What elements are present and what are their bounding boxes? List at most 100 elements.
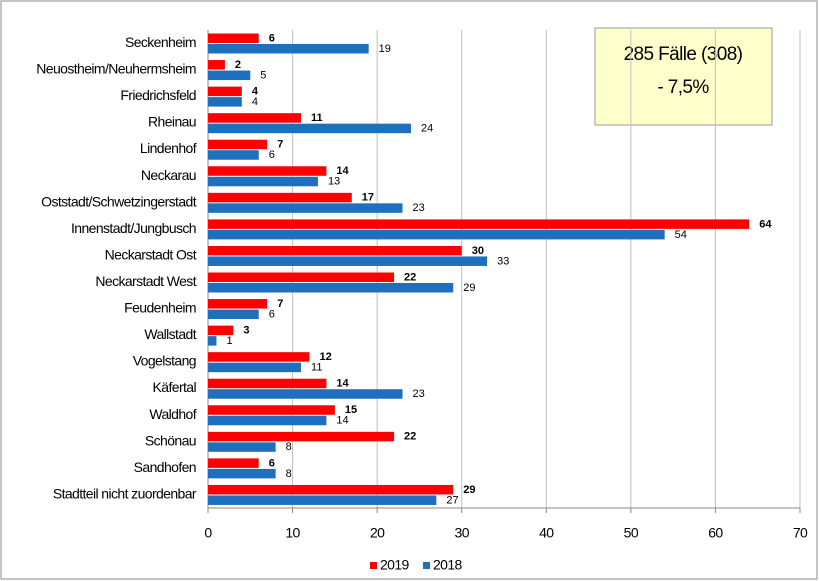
legend-label: 2019	[380, 557, 410, 573]
data-label: 4	[252, 96, 258, 108]
bar	[208, 97, 242, 107]
bar	[208, 431, 395, 442]
data-label: 54	[675, 229, 687, 241]
data-label: 22	[404, 431, 416, 443]
y-tick-label: Friedrichsfeld	[120, 87, 196, 103]
data-label: 15	[345, 404, 357, 416]
data-label: 23	[413, 202, 425, 214]
data-label: 29	[463, 484, 475, 496]
y-tick-label: Oststadt/Schwetzingerstadt	[41, 193, 197, 209]
data-label: 19	[379, 43, 391, 55]
data-label: 7	[277, 298, 283, 310]
x-tick-label: 70	[793, 525, 808, 541]
data-label: 17	[362, 192, 374, 204]
y-tick-label: Feudenheim	[124, 300, 196, 316]
data-label: 14	[336, 165, 349, 177]
x-tick-label: 20	[370, 525, 385, 541]
bar	[208, 176, 318, 187]
data-label: 4	[252, 86, 259, 98]
x-tick-label: 0	[204, 525, 212, 541]
data-label: 6	[269, 308, 275, 320]
bar	[208, 44, 369, 54]
data-label: 24	[421, 123, 433, 135]
data-label: 12	[319, 351, 331, 363]
data-label: 13	[328, 176, 340, 188]
bar	[208, 219, 750, 229]
data-label: 8	[286, 468, 292, 480]
bar	[208, 283, 454, 293]
bar	[208, 468, 276, 479]
data-label: 6	[269, 457, 275, 469]
y-tick-label: Vogelstang	[133, 353, 196, 369]
y-tick-label: Lindenhof	[140, 140, 197, 156]
bar	[208, 150, 259, 160]
y-tick-label: Käfertal	[153, 379, 197, 395]
bar	[208, 309, 259, 320]
legend-label: 2018	[433, 557, 463, 573]
data-label: 6	[269, 149, 275, 161]
bar	[208, 60, 225, 70]
bar	[208, 70, 251, 81]
bar	[208, 336, 217, 346]
data-label: 27	[446, 494, 458, 506]
y-tick-label: Innenstadt/Jungbusch	[71, 220, 196, 236]
y-tick-label: Rheinau	[148, 114, 196, 130]
bar	[208, 299, 268, 309]
bar	[208, 458, 259, 468]
y-tick-label: Wallstadt	[144, 326, 196, 342]
bar	[208, 378, 327, 389]
annotation: - 7,5%	[657, 77, 709, 98]
bar	[208, 245, 462, 256]
bar	[208, 405, 335, 415]
y-tick-label: Stadtteil nicht zuordenbar	[53, 485, 197, 501]
bar	[208, 442, 276, 452]
x-tick-label: 10	[285, 525, 300, 541]
data-label: 8	[286, 441, 292, 453]
y-tick-label: Neuostheim/Neuhermsheim	[36, 61, 196, 77]
bar	[208, 256, 488, 266]
bar	[208, 86, 242, 97]
y-tick-label: Seckenheim	[125, 34, 196, 50]
data-label: 64	[759, 218, 772, 230]
bar	[208, 272, 395, 282]
bar	[208, 33, 259, 43]
x-tick-label: 30	[455, 525, 470, 541]
data-label: 11	[311, 362, 322, 374]
legend-swatch	[370, 562, 377, 569]
bar	[208, 123, 411, 134]
y-tick-label: Neckarau	[141, 167, 196, 183]
data-label: 30	[472, 245, 484, 257]
bar	[208, 203, 403, 213]
data-label: 22	[404, 271, 416, 283]
data-label: 29	[463, 282, 475, 294]
data-label: 5	[260, 69, 266, 81]
bar	[208, 229, 665, 240]
bar	[208, 484, 454, 495]
data-label: 3	[243, 325, 249, 337]
bar	[208, 495, 437, 505]
y-tick-label: Sandhofen	[134, 459, 196, 475]
x-tick-label: 60	[708, 525, 723, 541]
bar	[208, 362, 302, 373]
data-label: 14	[336, 378, 349, 390]
bar	[208, 139, 268, 150]
data-label: 2	[235, 59, 241, 71]
bar	[208, 352, 310, 362]
data-label: 23	[413, 388, 425, 400]
x-tick-label: 40	[539, 525, 554, 541]
y-tick-label: Waldhof	[149, 406, 196, 422]
bar	[208, 113, 302, 123]
x-tick-label: 50	[624, 525, 639, 541]
data-label: 7	[277, 139, 283, 151]
data-label: 6	[269, 32, 275, 44]
legend-swatch	[423, 562, 430, 569]
annotation: 285 Fälle (308)	[624, 44, 743, 65]
bar	[208, 415, 327, 426]
bar	[208, 389, 403, 399]
bar	[208, 192, 352, 203]
data-label: 1	[226, 335, 232, 347]
bar	[208, 166, 327, 176]
y-tick-label: Neckarstadt Ost	[105, 246, 197, 262]
